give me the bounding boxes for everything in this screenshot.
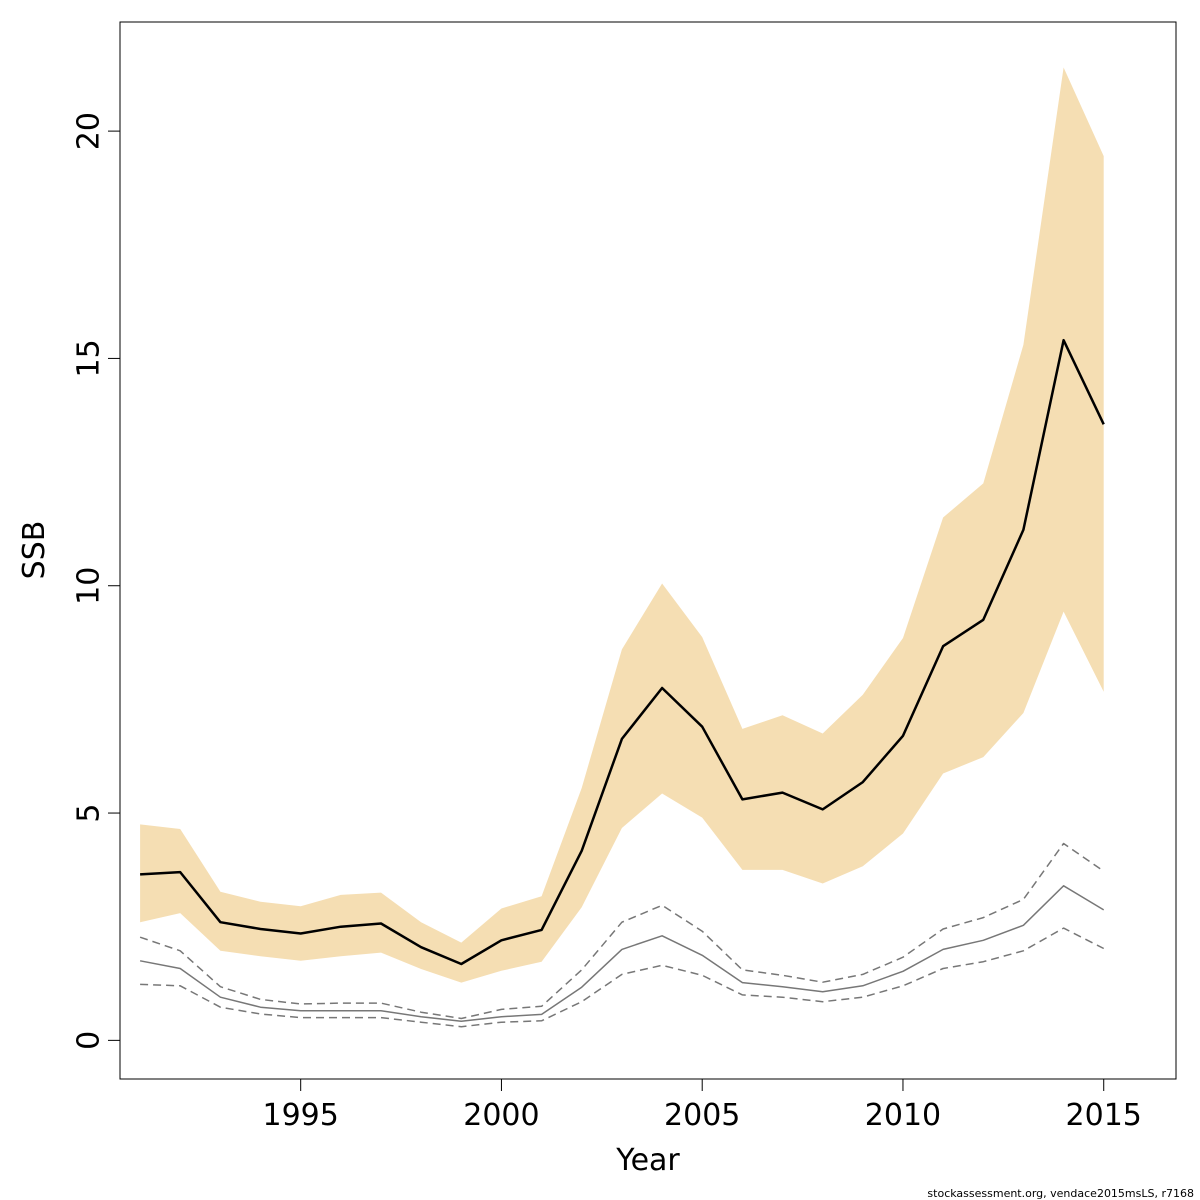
y-tick-label: 0 [72, 1031, 107, 1050]
y-axis: 0 5 10 15 20 [72, 112, 121, 1050]
secondary-upper-dashed-line [139, 842, 1105, 1020]
ssb-estimate-line [140, 338, 1105, 966]
y-tick-label: 15 [72, 339, 107, 377]
y-tick-label: 10 [72, 567, 107, 605]
x-tick-label: 1995 [263, 1098, 339, 1133]
confidence-band [140, 67, 1104, 983]
y-axis-title: SSB [17, 521, 52, 580]
x-axis: 1995 2000 2005 2010 2015 [263, 1078, 1142, 1133]
x-tick-label: 2015 [1066, 1098, 1142, 1133]
y-tick-label: 20 [72, 112, 107, 150]
x-tick-label: 2010 [865, 1098, 941, 1133]
plot-area [139, 67, 1105, 1028]
x-tick-label: 2005 [664, 1098, 740, 1133]
secondary-line [139, 885, 1105, 1023]
x-tick-label: 2000 [463, 1098, 539, 1133]
secondary-lower-dashed-line [140, 927, 1105, 1028]
y-tick-label: 5 [72, 803, 107, 822]
source-note: stockassessment.org, vendace2015msLS, r7… [927, 1187, 1194, 1200]
x-axis-title: Year [615, 1143, 680, 1178]
